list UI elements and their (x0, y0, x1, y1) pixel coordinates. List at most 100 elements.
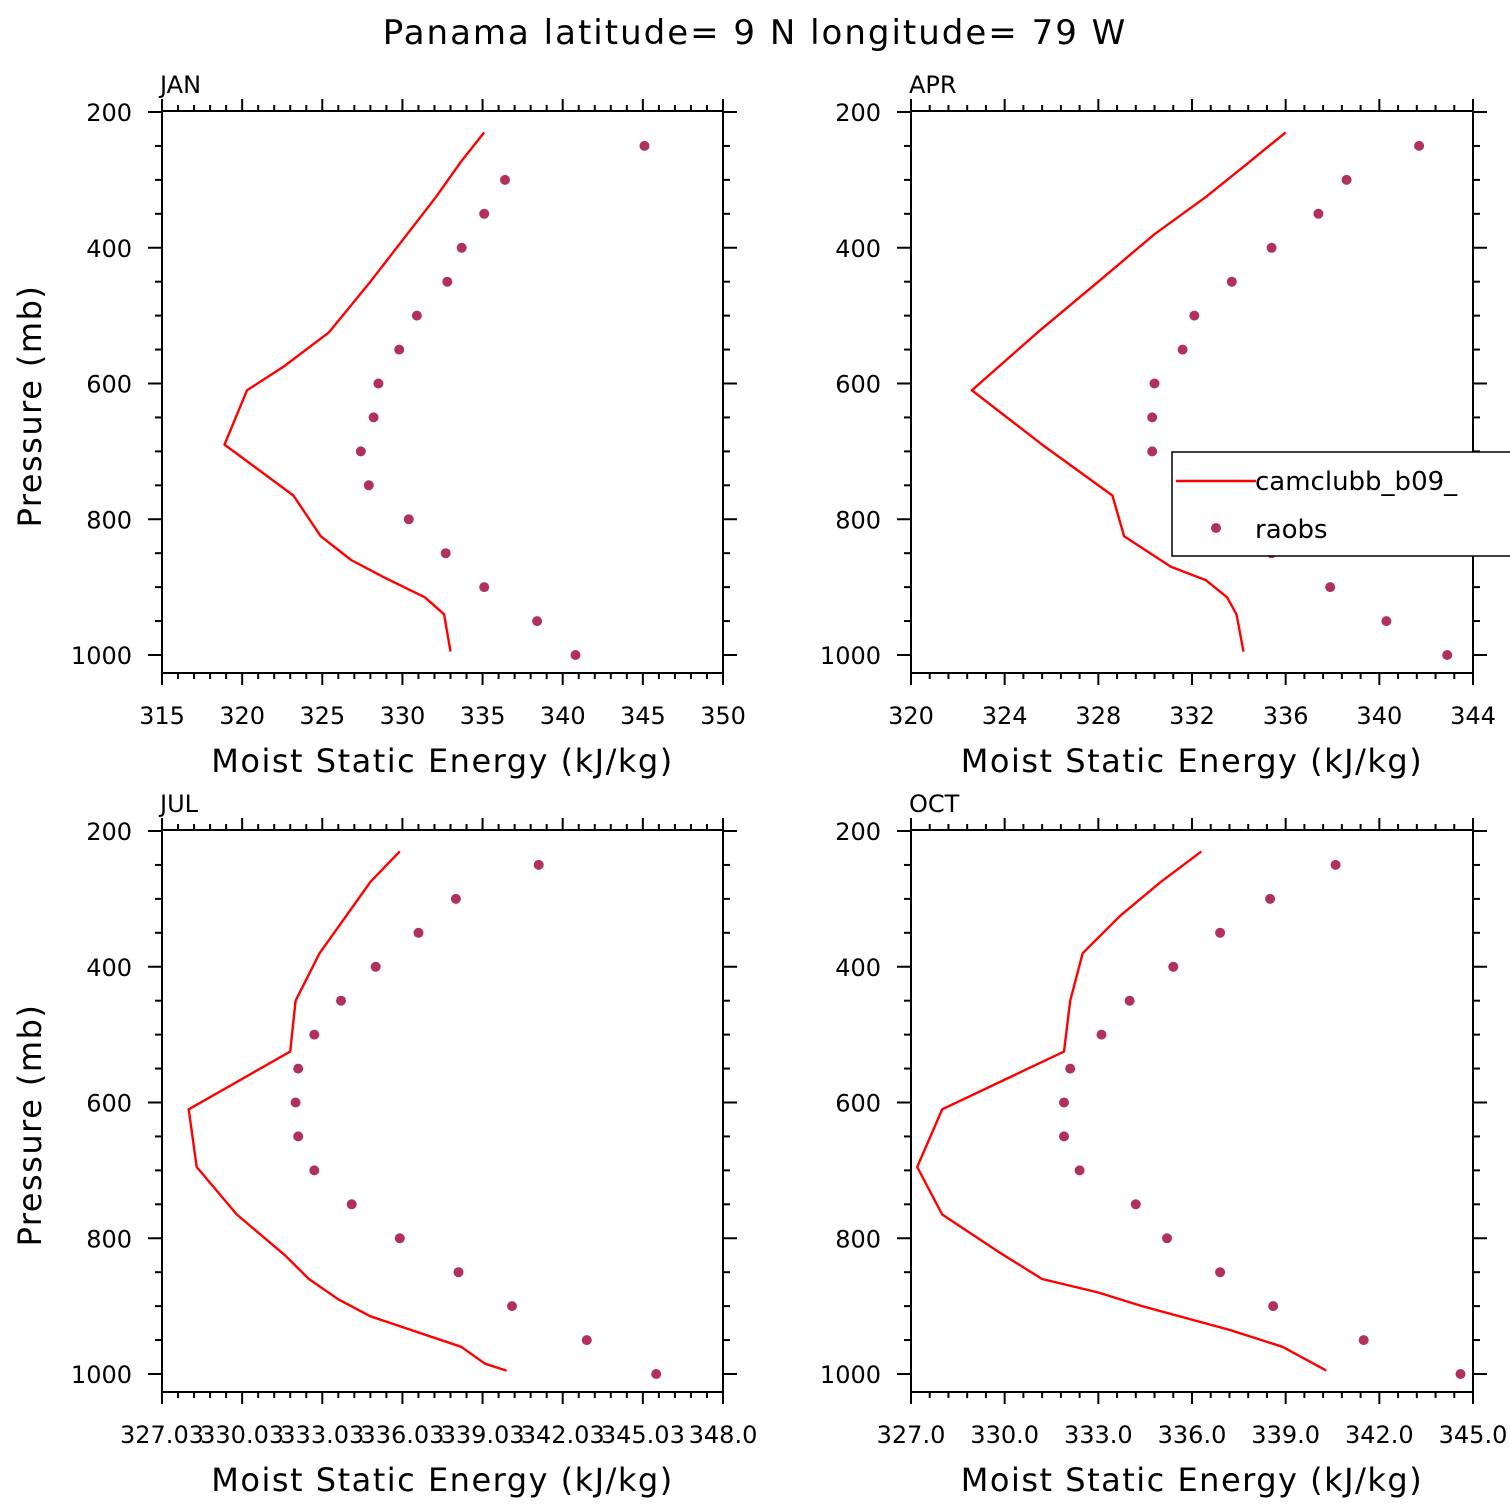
plot-frame (910, 829, 1474, 1393)
data-point-raobs (1189, 310, 1200, 321)
data-point-raobs (450, 893, 461, 904)
x-tick-label: 345 (620, 702, 666, 730)
data-point-raobs (1268, 1301, 1279, 1312)
data-point-raobs (1147, 446, 1158, 457)
y-axis-label: Pressure (mb) (11, 285, 49, 528)
data-point-raobs (1381, 616, 1392, 627)
data-point-raobs (368, 412, 379, 423)
y-tick-label: 200 (835, 99, 881, 127)
data-point-raobs (1059, 1131, 1069, 1142)
data-point-raobs (581, 1335, 592, 1346)
data-point-raobs (373, 378, 384, 389)
data-point-raobs (370, 961, 381, 972)
x-tick-label: 340 (1356, 702, 1402, 730)
series-line-camclubb_b09_ (970, 131, 1287, 652)
data-point-raobs (440, 548, 451, 559)
data-point-raobs (336, 995, 346, 1006)
data-point-raobs (1096, 1029, 1107, 1040)
data-point-raobs (479, 582, 490, 593)
y-tick-label: 600 (86, 1090, 132, 1118)
data-point-raobs (1215, 927, 1226, 938)
data-point-raobs (1147, 412, 1158, 423)
data-point-raobs (1265, 893, 1276, 904)
x-axis-label: Moist Static Energy (kJ/kg) (961, 1461, 1423, 1499)
data-point-raobs (453, 1267, 464, 1278)
data-point-raobs (570, 650, 581, 660)
panel-label: JUL (158, 790, 199, 818)
panel-jan: JAN 315 320 325 330 335 340 345 350 200 400 600 800 1… (11, 71, 746, 780)
chart-title: Panama latitude= 9 N longitude= 79 W (383, 13, 1128, 53)
y-tick-label: 200 (835, 818, 881, 846)
data-point-raobs (363, 480, 374, 491)
legend-label: raobs (1255, 515, 1328, 545)
x-tick-label: 336.03 (360, 1421, 444, 1449)
data-point-raobs (1358, 1335, 1369, 1346)
x-tick-label: 324 (982, 702, 1028, 730)
data-point-raobs (1177, 344, 1188, 355)
data-point-raobs (309, 1165, 320, 1176)
y-tick-label: 600 (86, 371, 132, 399)
data-point-raobs (1149, 378, 1160, 389)
data-point-raobs (355, 446, 366, 457)
data-point-raobs (1455, 1369, 1466, 1379)
data-point-raobs (290, 1097, 301, 1108)
data-point-raobs (442, 276, 453, 287)
x-tick-label: 333.03 (280, 1421, 364, 1449)
data-point-raobs (1442, 650, 1453, 660)
data-point-raobs (1330, 859, 1341, 870)
data-point-raobs (1215, 1267, 1226, 1278)
chart-panels: JAN 315 320 325 330 335 340 345 350 200 400 600 800 1… (11, 71, 1507, 1499)
panel-label: APR (909, 71, 957, 99)
x-tick-label: 327.03 (120, 1421, 204, 1449)
y-tick-label: 400 (86, 235, 132, 263)
y-tick-label: 1000 (820, 642, 881, 670)
x-tick-label: 348.0 (689, 1421, 758, 1449)
series-line-camclubb_b09_ (223, 131, 486, 652)
data-point-raobs (1313, 208, 1324, 219)
plot-frame (161, 829, 724, 1393)
x-tick-label: 320 (219, 702, 265, 730)
data-point-raobs (1325, 582, 1336, 593)
data-point-raobs (346, 1199, 357, 1210)
y-tick-label: 800 (86, 1225, 132, 1253)
panel-oct: OCT 327.0 330.0 333.0 336.0 339.0 342.0 345.0 20… (820, 790, 1507, 1499)
y-tick-label: 400 (835, 954, 881, 982)
x-axis-label: Moist Static Energy (kJ/kg) (211, 1461, 673, 1499)
y-tick-label: 600 (835, 1090, 881, 1118)
x-tick-label: 327.0 (877, 1421, 946, 1449)
y-tick-label: 200 (86, 818, 132, 846)
x-tick-label: 345.0 (1439, 1421, 1508, 1449)
data-point-raobs (403, 514, 414, 525)
data-point-raobs (507, 1301, 517, 1312)
data-point-raobs (1074, 1165, 1085, 1176)
x-tick-label: 336.0 (1158, 1421, 1227, 1449)
data-point-raobs (1130, 1199, 1141, 1210)
series-line-camclubb_b09_ (187, 850, 507, 1372)
data-point-raobs (1168, 961, 1179, 972)
y-tick-label: 800 (86, 506, 132, 534)
data-point-raobs (1065, 1063, 1076, 1074)
data-point-raobs (293, 1063, 304, 1074)
data-point-raobs (1266, 242, 1277, 253)
legend-box (1171, 451, 1510, 557)
data-point-raobs (411, 310, 422, 321)
data-point-raobs (500, 174, 510, 185)
x-tick-label: 340 (540, 702, 586, 730)
data-point-raobs (456, 242, 467, 253)
x-tick-label: 330.03 (200, 1421, 284, 1449)
x-tick-label: 342.0 (1345, 1421, 1414, 1449)
x-tick-label: 345.03 (601, 1421, 685, 1449)
y-tick-label: 400 (835, 235, 881, 263)
panel-jul: JUL327.03330.03333.03336.03339.03342.033… (11, 790, 757, 1499)
data-point-raobs (1162, 1233, 1172, 1244)
y-tick-label: 400 (86, 954, 132, 982)
data-point-raobs (479, 208, 490, 219)
y-tick-label: 800 (835, 1225, 881, 1253)
x-tick-label: 336 (1263, 702, 1309, 730)
panel-label: OCT (909, 790, 960, 818)
data-point-raobs (533, 859, 544, 870)
y-axis-label: Pressure (mb) (11, 1004, 49, 1247)
x-tick-label: 342.03 (521, 1421, 605, 1449)
x-tick-label: 339.0 (1251, 1421, 1320, 1449)
y-tick-label: 1000 (820, 1361, 881, 1389)
